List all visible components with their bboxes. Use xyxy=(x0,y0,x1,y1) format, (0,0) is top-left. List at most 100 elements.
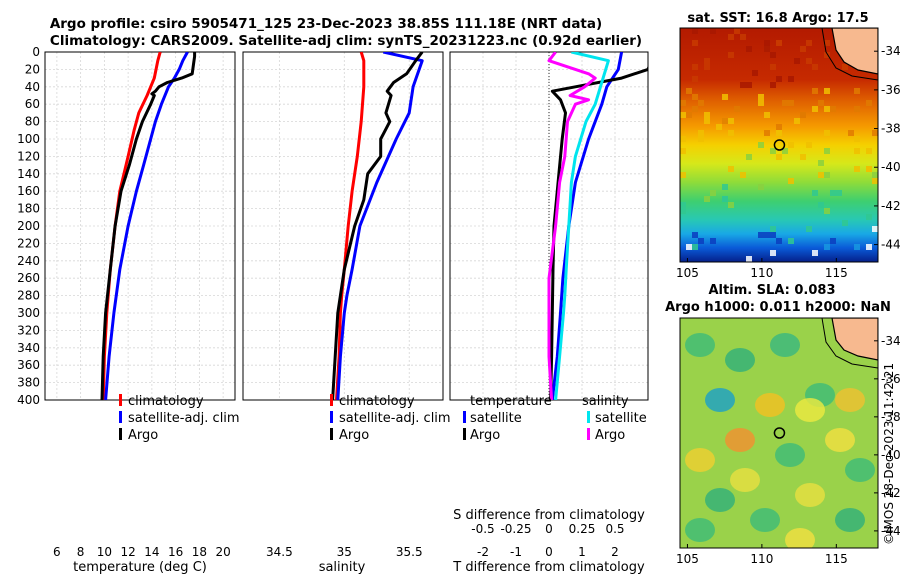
salinity-legend: climatology satellite-adj. clim Argo xyxy=(330,394,451,443)
sst-map-frame xyxy=(679,27,879,263)
sst-pixel xyxy=(824,130,830,136)
sst-pixel xyxy=(800,112,806,118)
x2-tick-label: -0.5 xyxy=(471,522,494,536)
sst-pixel xyxy=(788,178,794,184)
y-tick-label: 60 xyxy=(25,97,40,111)
sst-pixel xyxy=(770,52,776,58)
sst-pixel xyxy=(722,184,728,190)
x-tick-label: 35 xyxy=(337,545,352,559)
sst-pixel xyxy=(830,238,836,244)
sla-eddies xyxy=(685,333,875,548)
sst-pixel xyxy=(758,184,764,190)
sst-pixel xyxy=(704,112,710,118)
sst-pixel xyxy=(812,64,818,70)
sst-pixel xyxy=(818,100,824,106)
map-y-tick-label: -40 xyxy=(881,160,900,174)
x-tick-label: 0 xyxy=(545,545,553,559)
legend-satellite-swatch xyxy=(330,411,333,423)
salinity-xlabel: salinity xyxy=(319,560,366,575)
sst-pixel xyxy=(728,52,734,58)
map-y-tick-label: -36 xyxy=(881,372,900,386)
x-tick-label: 8 xyxy=(77,545,85,559)
legend-argo-label: Argo xyxy=(128,428,158,443)
legend-s-satellite-swatch xyxy=(587,411,590,423)
title-line-2: Climatology: CARS2009. Satellite-adj cli… xyxy=(50,33,642,49)
series-group xyxy=(331,52,424,400)
x-tick-label: 20 xyxy=(215,545,230,559)
sst-pixel xyxy=(680,202,686,208)
sst-pixel xyxy=(824,208,830,214)
x-tick-label: 2 xyxy=(611,545,619,559)
sst-pixel xyxy=(758,100,764,106)
map-y-tick-label: -42 xyxy=(881,199,900,213)
sst-argo-marker xyxy=(773,139,786,151)
sst-pixel xyxy=(782,148,788,154)
x-tick-label: 12 xyxy=(120,545,135,559)
sst-map xyxy=(680,28,878,262)
legend-argo-label: Argo xyxy=(339,428,369,443)
sst-pixel xyxy=(800,46,806,52)
map-x-tick-label: 115 xyxy=(825,266,848,280)
sst-pixel xyxy=(692,106,698,112)
sla-argo-marker xyxy=(773,427,786,439)
sst-pixel xyxy=(824,52,830,58)
sst-pixel xyxy=(776,76,782,82)
sst-pixel xyxy=(866,214,872,220)
legend-climatology-swatch xyxy=(119,394,122,406)
legend-climatology-label: climatology xyxy=(339,394,415,409)
sst-texture xyxy=(680,28,878,262)
legend-climatology-label: climatology xyxy=(128,394,204,409)
sst-map-ticks: 105 110 115 -34 -36 -38 -40 -42 -44 xyxy=(676,44,900,280)
y-tick-label: 320 xyxy=(17,323,40,337)
sst-pixel xyxy=(854,148,860,154)
sst-pixel xyxy=(770,148,776,154)
map-y-tick-label: -44 xyxy=(881,238,900,252)
x-tick-label: 1 xyxy=(578,545,586,559)
sst-pixel xyxy=(854,166,860,172)
sst-pixel xyxy=(686,88,692,94)
legend-salinity-title: salinity xyxy=(582,394,629,409)
sst-pixel xyxy=(728,202,734,208)
sst-pixel xyxy=(824,88,830,94)
y-tick-label: 300 xyxy=(17,306,40,320)
x-tick-label: 35.5 xyxy=(396,545,423,559)
x-tick-label: -1 xyxy=(510,545,522,559)
x-tick-label: -2 xyxy=(477,545,489,559)
sst-pixel xyxy=(710,28,716,34)
sst-pixel xyxy=(758,94,764,100)
sla-eddy xyxy=(835,508,865,532)
sst-pixel xyxy=(854,136,860,142)
x-tick-label: 34.5 xyxy=(266,545,293,559)
sst-pixel xyxy=(830,190,836,196)
temperature-legend: climatology satellite-adj. clim Argo xyxy=(119,394,240,443)
map-y-tick-label: -42 xyxy=(881,486,900,500)
series-line-t-argo xyxy=(549,65,648,400)
sst-pixel xyxy=(812,250,818,256)
y-tick-label: 120 xyxy=(17,149,40,163)
legend-argo-swatch xyxy=(330,428,333,440)
legend-s-satellite-label: satellite xyxy=(595,411,647,426)
x-tick-label: 14 xyxy=(144,545,159,559)
sst-pixel xyxy=(728,118,734,124)
sst-pixel xyxy=(746,154,752,160)
sst-pixel xyxy=(692,76,698,82)
sst-pixel xyxy=(866,244,872,250)
sst-pixel xyxy=(794,118,800,124)
sst-pixel xyxy=(776,154,782,160)
sla-eddy xyxy=(785,528,815,548)
legend-argo-swatch xyxy=(119,428,122,440)
sst-pixel xyxy=(854,106,860,112)
sst-pixel xyxy=(704,196,710,202)
sst-pixel xyxy=(776,130,782,136)
sst-pixel xyxy=(728,166,734,172)
sla-eddy xyxy=(685,518,715,542)
legend-t-satellite-swatch xyxy=(463,411,466,423)
sla-map-frame xyxy=(679,317,879,549)
legend-t-satellite-label: satellite xyxy=(470,411,522,426)
legend-satellite-swatch xyxy=(119,411,122,423)
x2-tick-label: -0.25 xyxy=(500,522,531,536)
series-line-satellite-adj-clim xyxy=(104,52,189,400)
difference-legend: temperature satellite Argo salinity sate… xyxy=(463,394,647,443)
sst-pixel xyxy=(740,82,746,88)
